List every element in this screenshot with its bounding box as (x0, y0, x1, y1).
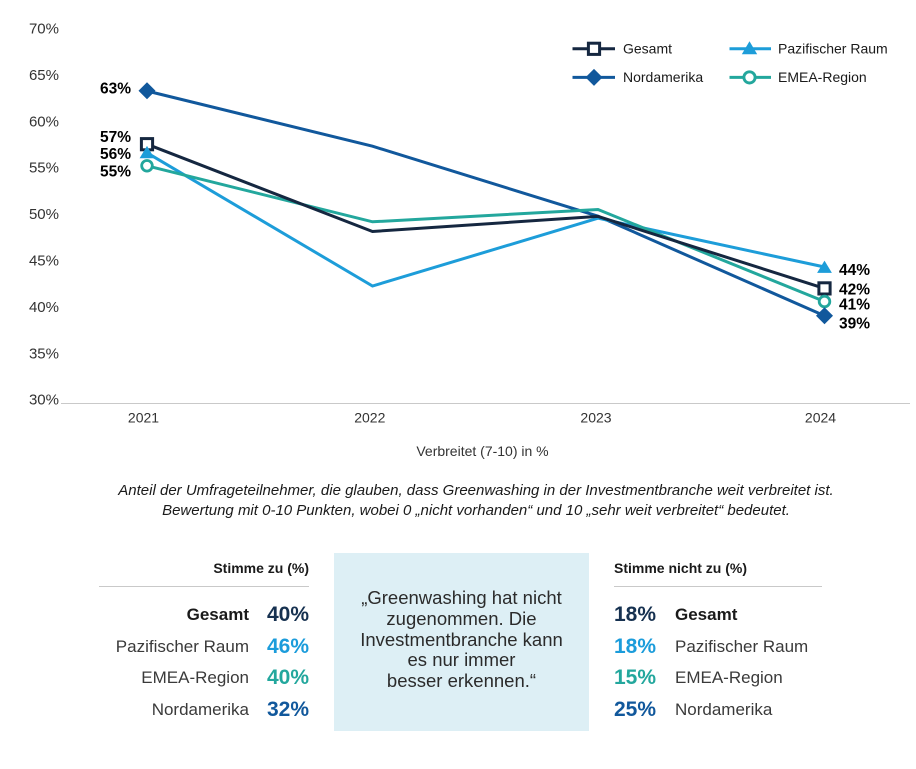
svg-text:55%: 55% (100, 163, 131, 180)
svg-text:35%: 35% (29, 345, 59, 362)
svg-text:45%: 45% (29, 253, 59, 270)
svg-text:Gesamt: Gesamt (623, 41, 672, 57)
svg-text:Pazifischer Raum: Pazifischer Raum (778, 41, 888, 57)
svg-text:60%: 60% (29, 113, 59, 130)
svg-text:30%: 30% (29, 392, 59, 409)
svg-text:55%: 55% (29, 160, 59, 177)
svg-text:65%: 65% (29, 67, 59, 84)
svg-text:42%: 42% (839, 281, 870, 298)
svg-text:41%: 41% (839, 297, 870, 314)
svg-text:56%: 56% (100, 146, 131, 163)
svg-text:63%: 63% (100, 81, 131, 98)
svg-text:2022: 2022 (354, 410, 385, 426)
svg-text:40%: 40% (29, 299, 59, 316)
svg-text:57%: 57% (100, 129, 131, 146)
svg-text:2021: 2021 (128, 410, 159, 426)
svg-text:39%: 39% (839, 316, 870, 333)
svg-text:50%: 50% (29, 206, 59, 223)
svg-text:Nordamerika: Nordamerika (623, 69, 703, 85)
svg-text:2024: 2024 (805, 410, 836, 426)
svg-text:EMEA-Region: EMEA-Region (778, 69, 867, 85)
svg-text:2023: 2023 (580, 410, 611, 426)
svg-text:44%: 44% (839, 262, 870, 279)
svg-text:70%: 70% (29, 21, 59, 38)
